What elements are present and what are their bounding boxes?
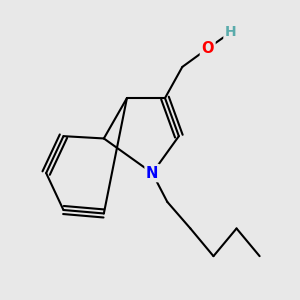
Text: O: O	[201, 41, 214, 56]
Text: N: N	[146, 166, 158, 181]
Text: H: H	[225, 25, 237, 39]
